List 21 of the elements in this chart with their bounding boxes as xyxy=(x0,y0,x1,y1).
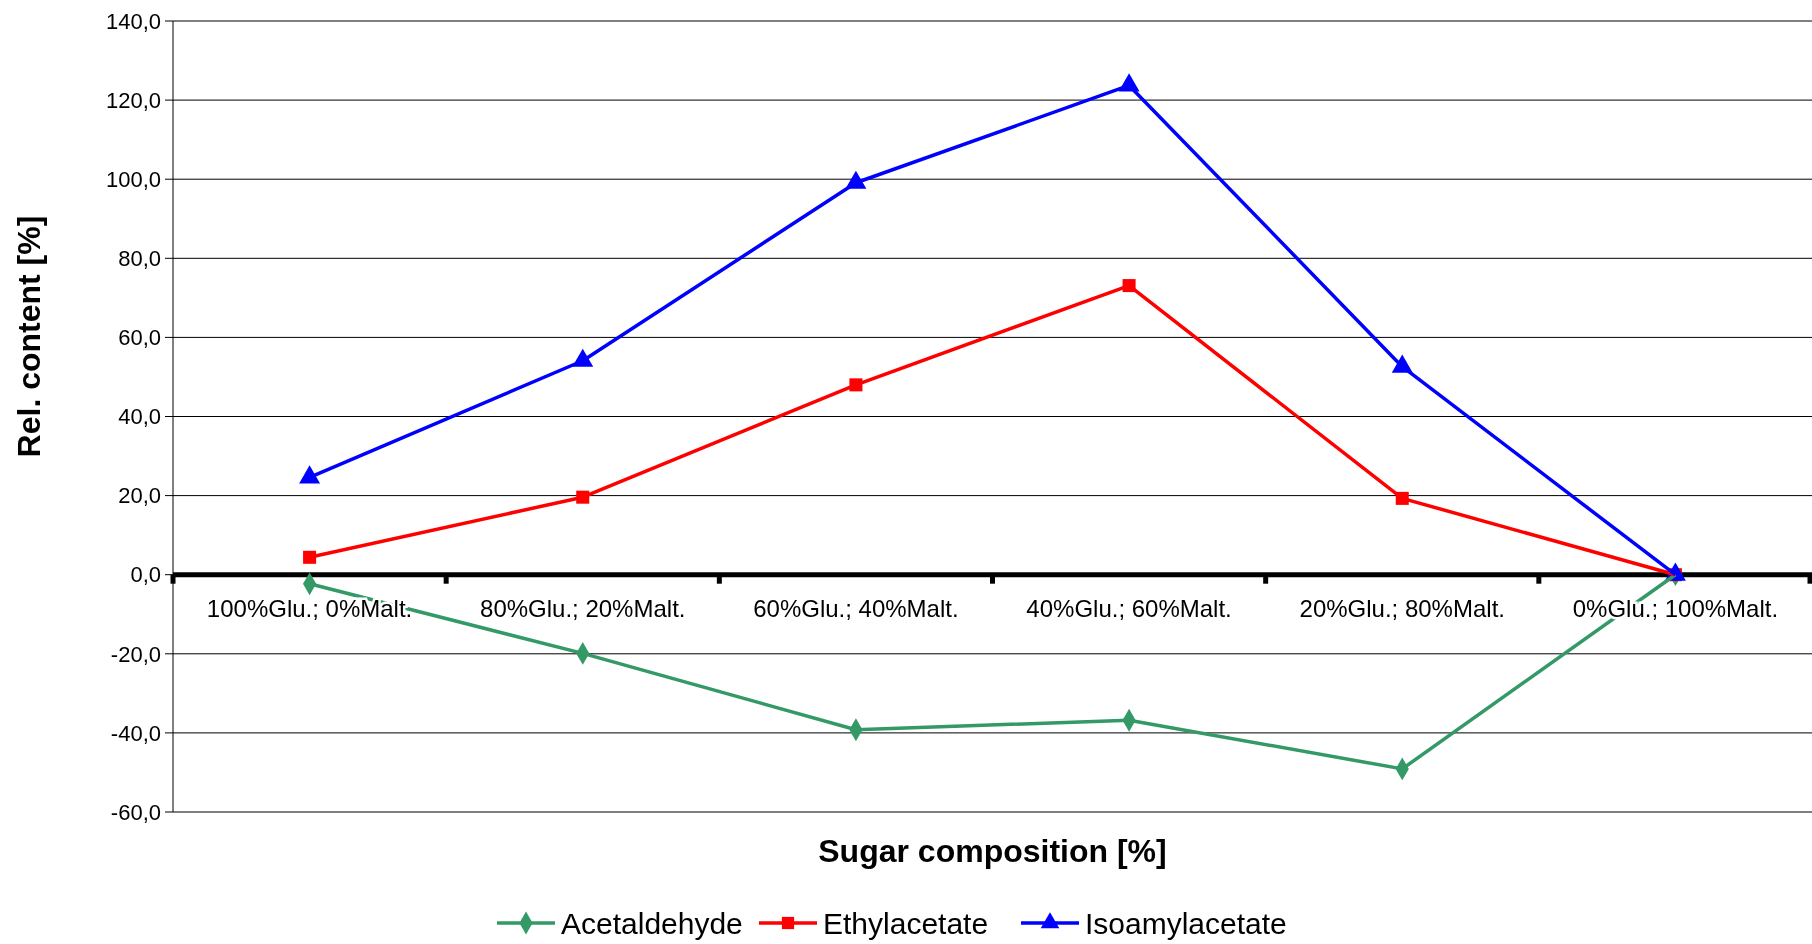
legend-label: Acetaldehyde xyxy=(561,906,743,940)
y-tick-label: -40,0 xyxy=(110,720,161,746)
x-tick-label: 100%Glu.; 0%Malt. xyxy=(206,594,413,622)
y-tick-label: 0,0 xyxy=(130,562,161,588)
y-tick-label: 120,0 xyxy=(105,87,161,113)
x-axis-title: Sugar composition [%] xyxy=(818,833,1167,869)
y-tick-label: 100,0 xyxy=(105,166,161,192)
y-tick-label: -20,0 xyxy=(110,641,161,667)
y-tick-label: 40,0 xyxy=(118,404,161,430)
x-tick-label: 20%Glu.; 80%Malt. xyxy=(1299,594,1505,622)
y-axis-title: Rel. content [%] xyxy=(11,215,47,458)
legend-label: Ethylacetate xyxy=(823,906,989,940)
y-tick-label: -60,0 xyxy=(110,799,161,825)
y-tick-label: 80,0 xyxy=(118,246,161,271)
x-tick-label: 60%Glu.; 40%Malt. xyxy=(753,594,959,622)
y-tick-label: 20,0 xyxy=(118,483,161,509)
x-tick-label: 80%Glu.; 20%Malt. xyxy=(480,594,686,622)
y-tick-label: 140,0 xyxy=(105,8,161,34)
y-tick-label: 60,0 xyxy=(118,325,161,351)
legend-label: Isoamylacetate xyxy=(1085,906,1287,940)
x-tick-label: 40%Glu.; 60%Malt. xyxy=(1026,594,1232,622)
